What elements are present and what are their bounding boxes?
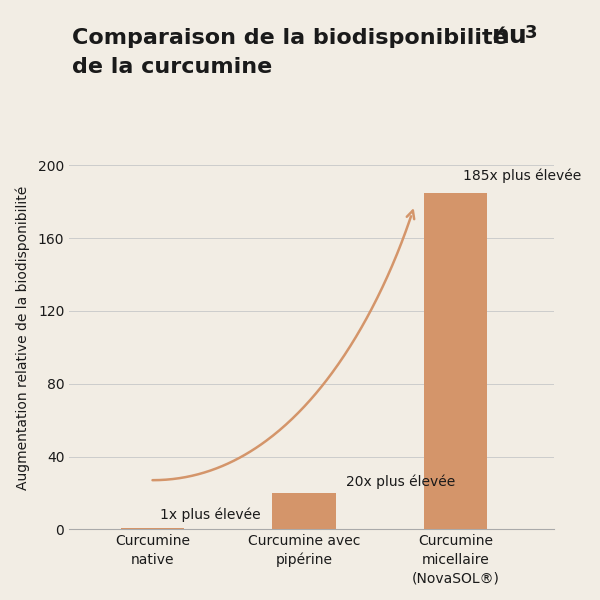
Y-axis label: Augmentation relative de la biodisponibilité: Augmentation relative de la biodisponibi…: [15, 186, 29, 490]
Text: Comparaison de la biodisponibilité: Comparaison de la biodisponibilité: [72, 27, 508, 49]
Bar: [121, 527, 184, 529]
Text: nu: nu: [492, 24, 528, 48]
Text: de la curcumine: de la curcumine: [72, 57, 272, 77]
Text: 20x plus élevée: 20x plus élevée: [346, 475, 455, 489]
Text: 1x plus élevée: 1x plus élevée: [160, 508, 261, 522]
Bar: [424, 193, 487, 529]
Bar: [272, 493, 336, 529]
Text: 3: 3: [525, 24, 538, 42]
Text: 185x plus élevée: 185x plus élevée: [463, 169, 581, 184]
